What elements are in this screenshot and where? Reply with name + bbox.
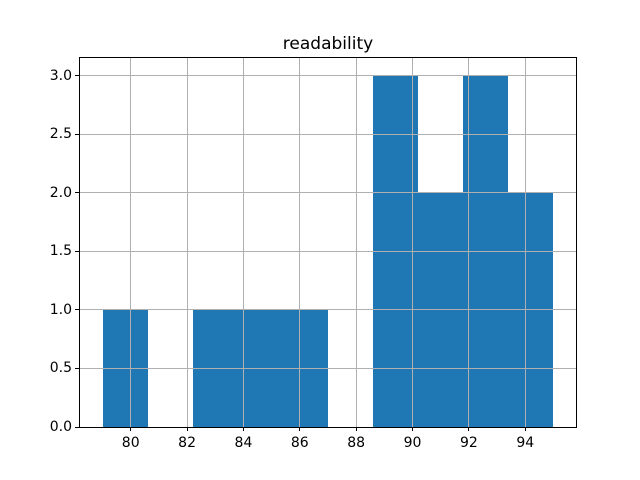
y-tick-label: 2.5 xyxy=(49,126,72,143)
y-tick-label: 0.0 xyxy=(49,419,72,435)
x-gridline xyxy=(524,58,526,427)
y-gridline xyxy=(80,367,576,369)
x-tick-label: 80 xyxy=(121,435,140,451)
y-tick-mark xyxy=(75,192,79,194)
y-tick-mark xyxy=(75,309,79,311)
y-tick-label: 3.0 xyxy=(49,67,72,84)
x-tick-mark xyxy=(130,428,132,431)
chart-title: readability xyxy=(282,34,374,54)
x-tick-mark xyxy=(412,428,414,431)
x-gridline xyxy=(299,58,301,427)
y-gridline xyxy=(80,250,576,252)
y-tick-label: 2.0 xyxy=(49,184,72,201)
y-tick-label: 0.5 xyxy=(49,360,72,377)
x-tick-label: 84 xyxy=(234,435,253,451)
x-gridline xyxy=(468,58,470,427)
x-tick-label: 90 xyxy=(403,435,422,451)
x-tick-mark xyxy=(355,428,357,431)
x-tick-mark xyxy=(186,428,188,431)
y-tick-mark xyxy=(75,367,79,369)
x-tick-mark xyxy=(468,428,470,431)
x-tick-mark xyxy=(242,428,244,431)
x-gridline xyxy=(242,58,244,427)
x-tick-mark xyxy=(299,428,301,431)
y-tick-label: 1.0 xyxy=(49,301,72,318)
x-tick-label: 88 xyxy=(347,435,366,451)
y-tick-mark xyxy=(75,75,79,77)
x-tick-mark xyxy=(524,428,526,431)
x-gridline xyxy=(412,58,414,427)
x-tick-label: 94 xyxy=(516,435,535,451)
x-tick-label: 82 xyxy=(178,435,196,451)
x-gridline xyxy=(355,58,357,427)
y-gridline xyxy=(80,75,576,77)
y-gridline xyxy=(80,309,576,311)
x-gridline xyxy=(186,58,188,427)
y-tick-mark xyxy=(75,250,79,252)
x-gridline xyxy=(130,58,132,427)
y-gridline xyxy=(80,133,576,135)
y-tick-mark xyxy=(75,133,79,135)
y-tick-mark xyxy=(75,426,79,428)
x-tick-label: 92 xyxy=(459,435,478,451)
y-gridline xyxy=(80,192,576,194)
y-tick-label: 1.5 xyxy=(49,243,72,260)
x-tick-label: 86 xyxy=(290,435,309,451)
